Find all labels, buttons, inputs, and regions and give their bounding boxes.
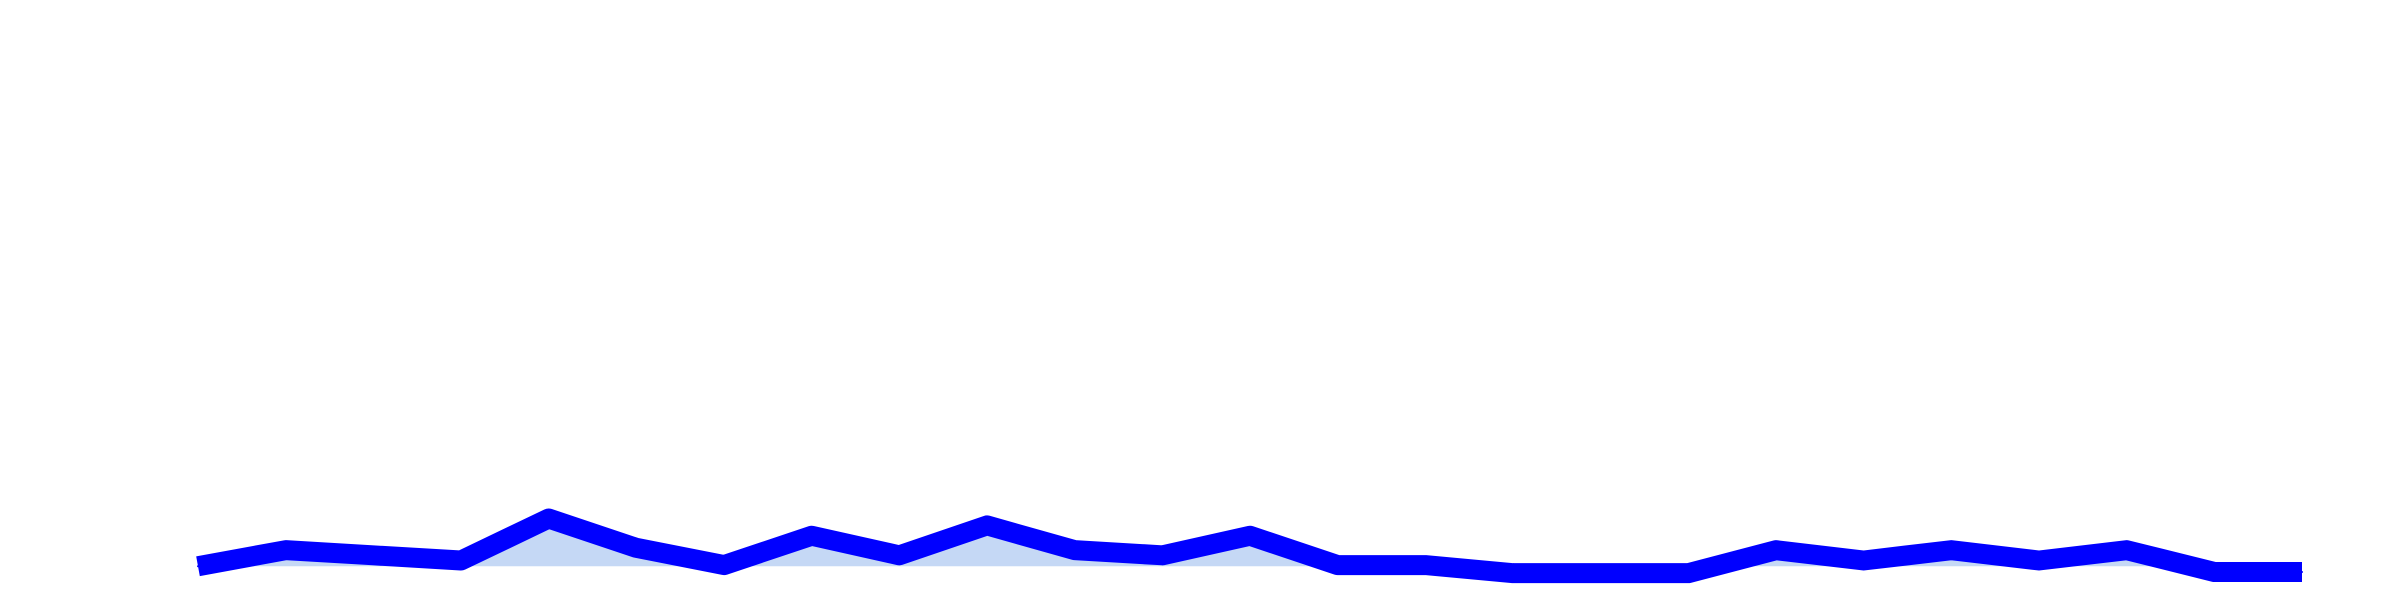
data-point-2	[284, 549, 287, 552]
data-point-7	[723, 564, 725, 567]
data-point-20	[1862, 559, 1865, 562]
data-point-19	[1775, 549, 1777, 552]
data-point-3	[372, 554, 375, 557]
data-point-15	[1424, 564, 1427, 567]
data-point-17	[1599, 572, 1602, 575]
data-point-5	[547, 517, 550, 520]
data-point-13	[1249, 534, 1251, 537]
data-point-16	[1512, 572, 1514, 575]
data-point-18	[1687, 572, 1690, 575]
data-point-4	[460, 559, 462, 562]
series-line-layer	[196, 508, 2303, 584]
data-point-8	[810, 534, 813, 537]
data-point-11	[1073, 549, 1076, 552]
data-point-25	[2301, 571, 2303, 573]
data-point-6	[635, 546, 638, 549]
data-point-22	[2038, 559, 2040, 562]
data-point-10	[986, 524, 988, 527]
data-point-24	[2213, 571, 2216, 573]
data-point-21	[1950, 549, 1953, 552]
data-point-9	[898, 554, 901, 557]
data-point-12	[1161, 554, 1164, 557]
data-point-14	[1336, 564, 1339, 567]
data-point-1	[197, 565, 199, 568]
data-point-23	[2125, 549, 2128, 552]
